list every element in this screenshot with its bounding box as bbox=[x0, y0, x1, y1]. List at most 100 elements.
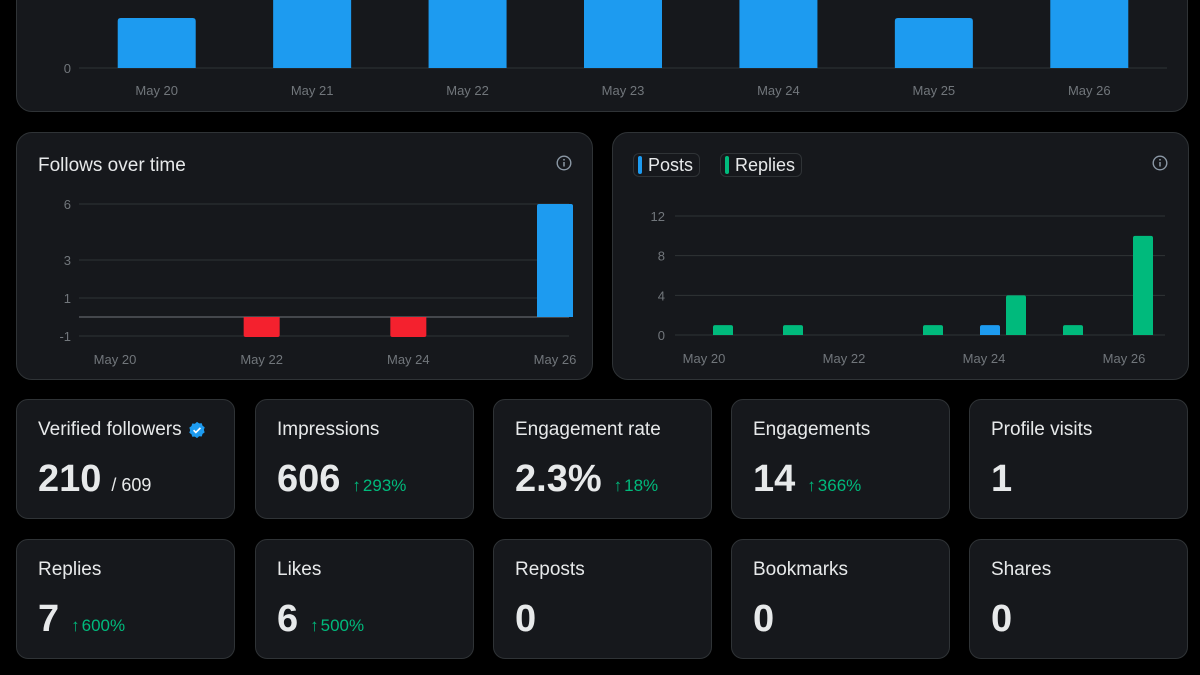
metric-label: Reposts bbox=[515, 559, 585, 581]
metric-card-replies[interactable]: Replies 7 ↑ 600% bbox=[16, 539, 235, 659]
metric-value-row: 0 bbox=[991, 598, 1012, 641]
arrow-up-icon: ↑ bbox=[807, 476, 816, 495]
metric-delta-value: 293% bbox=[362, 476, 407, 495]
y-tick-label: 1 bbox=[64, 291, 71, 306]
metric-delta-value: 500% bbox=[320, 616, 365, 635]
metric-card-likes[interactable]: Likes 6 ↑ 500% bbox=[255, 539, 474, 659]
chart-title: Follows over time bbox=[38, 155, 186, 176]
metric-delta-value: 18% bbox=[624, 476, 659, 495]
metric-label-text: Verified followers bbox=[38, 419, 182, 440]
legend-swatch-posts bbox=[638, 156, 642, 174]
x-tick-label: May 23 bbox=[602, 83, 645, 98]
metric-label: Replies bbox=[38, 559, 101, 581]
metric-value: 14 bbox=[753, 458, 796, 500]
metric-value-row: 0 bbox=[753, 598, 774, 641]
y-tick-label: 8 bbox=[658, 249, 665, 264]
metric-label: Engagement rate bbox=[515, 419, 661, 441]
metric-label: Verified followers bbox=[38, 419, 206, 441]
metric-value: 606 bbox=[277, 458, 341, 500]
metric-card-bookmarks[interactable]: Bookmarks 0 bbox=[731, 539, 950, 659]
metric-card-reposts[interactable]: Reposts 0 bbox=[493, 539, 712, 659]
metric-value: 0 bbox=[515, 598, 537, 640]
metric-card-impressions[interactable]: Impressions 606 ↑ 293% bbox=[255, 399, 474, 519]
metric-label-text: Engagement rate bbox=[515, 419, 661, 440]
y-tick-label: 3 bbox=[64, 253, 71, 268]
metric-value-row: 606 ↑ 293% bbox=[277, 458, 406, 501]
metric-value-row: 2.3% ↑ 18% bbox=[515, 458, 658, 501]
metric-delta-value: 600% bbox=[81, 616, 126, 635]
metric-label: Shares bbox=[991, 559, 1051, 581]
metric-value: 1 bbox=[991, 458, 1013, 500]
bar-replies[interactable] bbox=[923, 325, 943, 335]
bar-replies[interactable] bbox=[1133, 235, 1153, 335]
x-tick-label: May 20 bbox=[135, 83, 178, 98]
metric-card-verified-followers[interactable]: Verified followers 210 / 609 bbox=[16, 399, 235, 519]
x-tick-label: May 26 bbox=[534, 352, 577, 367]
bar[interactable] bbox=[1050, 0, 1129, 68]
bar-replies[interactable] bbox=[1006, 295, 1026, 335]
legend-posts[interactable]: Posts bbox=[633, 153, 701, 177]
arrow-up-icon: ↑ bbox=[613, 476, 623, 495]
y-tick-label: -1 bbox=[59, 329, 71, 344]
metric-card-engagements[interactable]: Engagements 14 ↑ 366% bbox=[731, 399, 950, 519]
x-tick-label: May 20 bbox=[94, 352, 137, 367]
legend-label-posts: Posts bbox=[648, 154, 694, 175]
bar-replies[interactable] bbox=[1063, 325, 1083, 335]
impressions-chart: 0 May 20 May 21 May 22 May 23 May 24 May 25 May… bbox=[64, 0, 1167, 98]
x-tick-label: May 26 bbox=[1103, 351, 1146, 366]
x-tick-label: May 22 bbox=[823, 351, 866, 366]
bar[interactable] bbox=[428, 0, 507, 68]
metric-value: 210 bbox=[38, 458, 102, 500]
legend-swatch-replies bbox=[725, 156, 729, 174]
bar-posts[interactable] bbox=[980, 325, 1000, 335]
bar-replies[interactable] bbox=[783, 325, 803, 335]
metric-value-row: 6 ↑ 500% bbox=[277, 598, 364, 641]
metric-card-profile-visits[interactable]: Profile visits 1 bbox=[969, 399, 1188, 519]
metric-delta: ↑ 293% bbox=[352, 476, 406, 496]
bar[interactable] bbox=[584, 0, 662, 68]
info-icon[interactable] bbox=[1152, 155, 1168, 171]
impressions-chart-panel: 0 May 20 May 21 May 22 May 23 May 24 May 25 May… bbox=[16, 0, 1188, 112]
posts-replies-chart: 12 8 4 0 May 20 May 22 May 24 May 26 bbox=[651, 209, 1165, 366]
metric-card-shares[interactable]: Shares 0 bbox=[969, 539, 1188, 659]
metric-delta: ↑ 18% bbox=[614, 476, 659, 496]
bar[interactable] bbox=[537, 204, 573, 317]
bar[interactable] bbox=[117, 18, 196, 68]
info-icon[interactable] bbox=[556, 155, 572, 171]
arrow-up-icon: ↑ bbox=[71, 616, 80, 635]
bar[interactable] bbox=[243, 317, 280, 337]
bar[interactable] bbox=[894, 18, 973, 68]
x-tick-label: May 22 bbox=[446, 83, 489, 98]
metric-value-row: 0 bbox=[515, 598, 536, 641]
metric-label: Impressions bbox=[277, 419, 379, 441]
metric-value: 6 bbox=[277, 598, 299, 640]
metric-delta: ↑ 600% bbox=[71, 616, 125, 636]
metric-label-text: Shares bbox=[991, 559, 1052, 580]
x-tick-label: May 24 bbox=[963, 351, 1006, 366]
metric-value-row: 14 ↑ 366% bbox=[753, 458, 861, 501]
x-tick-label: May 25 bbox=[913, 83, 956, 98]
follows-chart: 6 3 1 -1 May 20 May 22 May 24 May 26 bbox=[59, 197, 577, 367]
metric-delta: ↑ 500% bbox=[310, 616, 364, 636]
metric-label-text: Bookmarks bbox=[753, 559, 849, 580]
x-tick-label: May 24 bbox=[757, 83, 800, 98]
x-tick-label: May 20 bbox=[683, 351, 726, 366]
metric-label: Likes bbox=[277, 559, 321, 581]
metric-value: 0 bbox=[991, 598, 1013, 640]
metric-label-text: Engagements bbox=[753, 419, 871, 440]
arrow-up-icon: ↑ bbox=[352, 476, 361, 495]
metric-card-engagement-rate[interactable]: Engagement rate 2.3% ↑ 18% bbox=[493, 399, 712, 519]
y-tick-label: 0 bbox=[658, 328, 665, 343]
metric-delta-value: 366% bbox=[817, 476, 862, 495]
y-tick-label: 0 bbox=[64, 61, 71, 76]
verified-badge-icon bbox=[188, 421, 205, 439]
legend-replies[interactable]: Replies bbox=[720, 153, 803, 177]
x-tick-label: May 24 bbox=[387, 352, 430, 367]
metric-value: 2.3% bbox=[515, 458, 602, 500]
metric-total: / 609 bbox=[111, 475, 152, 495]
bar[interactable] bbox=[390, 317, 427, 337]
x-tick-label: May 22 bbox=[240, 352, 283, 367]
bar[interactable] bbox=[273, 0, 352, 68]
bar-replies[interactable] bbox=[713, 325, 733, 335]
bar[interactable] bbox=[739, 0, 818, 68]
